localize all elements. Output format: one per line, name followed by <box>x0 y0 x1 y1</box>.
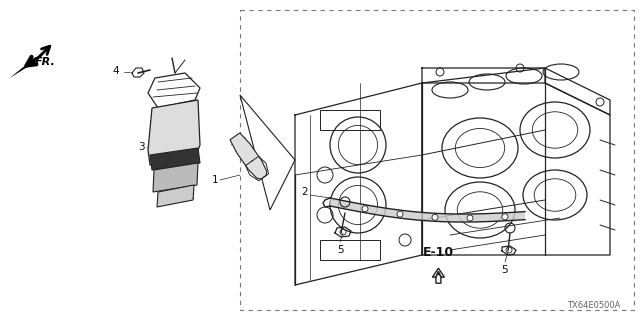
Bar <box>320 110 380 130</box>
Circle shape <box>432 214 438 220</box>
Polygon shape <box>153 163 198 192</box>
Text: FR.: FR. <box>35 57 55 67</box>
Circle shape <box>502 214 508 220</box>
Polygon shape <box>330 198 525 222</box>
Polygon shape <box>157 185 194 207</box>
Text: 1: 1 <box>211 175 218 185</box>
Circle shape <box>362 206 368 212</box>
Polygon shape <box>230 133 267 179</box>
Polygon shape <box>150 148 200 170</box>
Bar <box>320 240 380 260</box>
Text: 5: 5 <box>502 265 508 275</box>
Circle shape <box>397 211 403 217</box>
Circle shape <box>467 215 473 221</box>
Polygon shape <box>148 100 200 165</box>
Text: E-10: E-10 <box>423 246 454 259</box>
Text: 4: 4 <box>113 66 119 76</box>
Text: 2: 2 <box>301 187 308 197</box>
Text: 5: 5 <box>337 245 343 255</box>
Text: TX64E0500A: TX64E0500A <box>566 301 620 310</box>
Text: 3: 3 <box>138 142 145 152</box>
Polygon shape <box>9 49 47 79</box>
